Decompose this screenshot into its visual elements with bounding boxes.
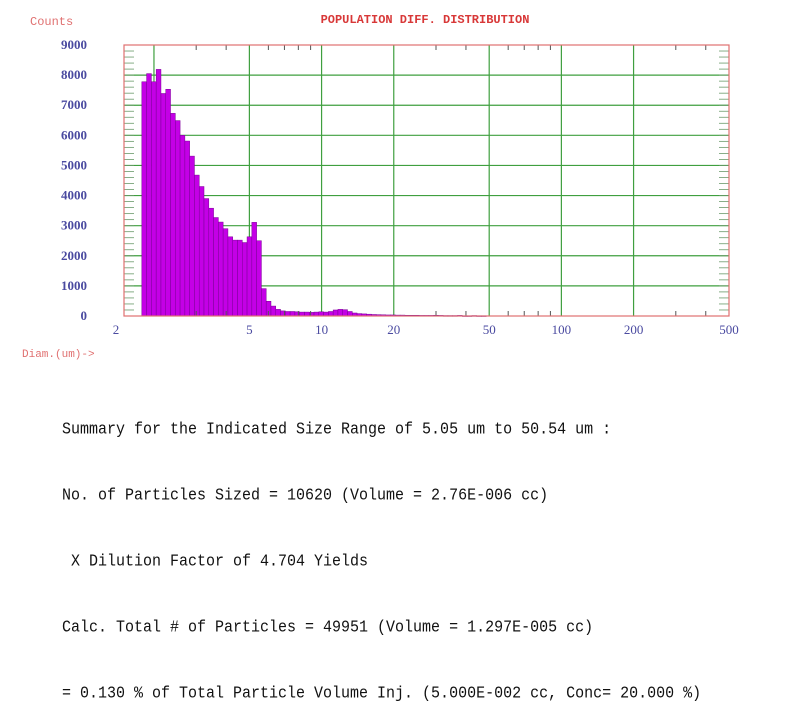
summary-line-volume-percent: = 0.130 % of Total Particle Volume Inj. … — [62, 684, 702, 703]
y-tick-label: 4000 — [61, 188, 87, 203]
summary-line-dilution: X Dilution Factor of 4.704 Yields — [62, 552, 369, 571]
x-tick-label: 500 — [719, 322, 739, 337]
histogram-bar — [175, 120, 181, 317]
histogram-bar — [294, 311, 300, 317]
histogram-bars — [141, 69, 487, 317]
histogram-bar — [179, 135, 186, 317]
histogram-bar — [337, 309, 343, 317]
histogram-bar — [170, 113, 176, 317]
histogram-bar — [237, 239, 243, 317]
histogram-bar — [347, 311, 353, 317]
x-tick-label: 20 — [387, 322, 400, 337]
y-axis-label: Counts — [30, 15, 73, 29]
y-tick-label: 7000 — [61, 97, 87, 112]
x-tick-label: 200 — [624, 322, 644, 337]
x-tick-label: 2 — [113, 322, 120, 337]
summary-panel: Summary for the Indicated Size Range of … — [62, 375, 701, 727]
summary-line-total-particles: Calc. Total # of Particles = 49951 (Volu… — [62, 618, 594, 637]
histogram-bar — [165, 89, 171, 317]
histogram-bar — [141, 81, 147, 317]
y-tick-label: 9000 — [61, 37, 87, 52]
y-tick-label: 2000 — [61, 248, 87, 263]
y-tick-label: 3000 — [61, 218, 87, 233]
histogram-bar — [328, 311, 334, 317]
x-tick-label: 100 — [552, 322, 572, 337]
plot-frame — [123, 44, 730, 317]
y-tick-label: 5000 — [61, 157, 87, 172]
histogram-bar — [146, 73, 152, 317]
x-tick-labels: 2 5 10 20 50 100 200 500 — [113, 322, 739, 337]
summary-line-particles-sized: No. of Particles Sized = 10620 (Volume =… — [62, 486, 549, 505]
histogram-bar — [198, 186, 205, 317]
y-tick-labels: 0 1000 2000 3000 4000 5000 6000 7000 8000 9000 — [61, 37, 87, 323]
histogram-bar — [318, 311, 324, 317]
histogram-bar — [218, 221, 224, 317]
histogram-bar — [151, 81, 157, 317]
histogram-bar — [232, 239, 238, 317]
histogram-bar — [184, 140, 190, 317]
histogram-bar — [189, 155, 195, 317]
histogram-bar — [155, 69, 162, 317]
grid-lines — [124, 45, 729, 316]
histogram-bar — [285, 311, 291, 317]
x-tick-label: 50 — [483, 322, 496, 337]
histogram-bar — [222, 228, 229, 317]
histogram-bar — [246, 236, 253, 317]
histogram-bar — [213, 217, 219, 317]
y-tick-label: 1000 — [61, 278, 87, 293]
population-distribution-chart: POPULATION DIFF. DISTRIBUTION Counts Dia… — [22, 13, 739, 361]
histogram-bar — [332, 309, 339, 317]
histogram-bar — [251, 222, 257, 317]
histogram-bar — [194, 174, 200, 317]
histogram-bar — [256, 240, 262, 317]
chart-title: POPULATION DIFF. DISTRIBUTION — [321, 13, 530, 27]
y-tick-label: 0 — [81, 308, 88, 323]
histogram-bar — [203, 198, 210, 317]
x-tick-label: 10 — [315, 322, 328, 337]
histogram-bar — [242, 242, 248, 317]
histogram-bar — [160, 93, 166, 317]
axis-ticks — [124, 45, 729, 316]
x-tick-label: 5 — [246, 322, 253, 337]
summary-line-range: Summary for the Indicated Size Range of … — [62, 420, 612, 439]
histogram-bar — [208, 207, 214, 317]
histogram-bar — [275, 309, 281, 317]
histogram-bar — [261, 288, 267, 317]
x-axis-label: Diam.(um)-> — [22, 349, 95, 361]
histogram-bar — [342, 309, 348, 317]
histogram-bar — [289, 311, 296, 317]
histogram-bar — [227, 236, 233, 317]
y-tick-label: 8000 — [61, 67, 87, 82]
y-tick-label: 6000 — [61, 127, 87, 142]
histogram-bar — [270, 305, 277, 317]
